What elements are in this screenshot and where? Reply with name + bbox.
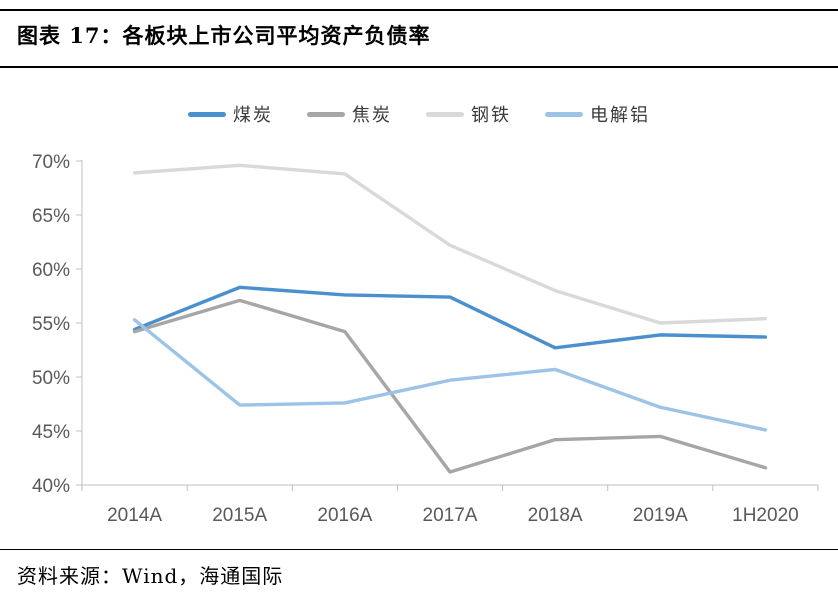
top-divider [0, 9, 838, 11]
title-divider [0, 66, 838, 68]
footer-divider [0, 549, 838, 550]
series-line-coke [132, 298, 768, 474]
y-axis-tick-label: 45% [32, 422, 70, 443]
y-axis-tick-label: 60% [32, 260, 70, 281]
x-axis-tick-label: 2014A [107, 505, 162, 526]
series-line-aluminum [132, 318, 768, 432]
chart-title: 图表 17：各板块上市公司平均资产负债率 [17, 23, 431, 48]
legend-item-coke: 焦炭 [307, 101, 392, 127]
legend-label-coke: 焦炭 [352, 105, 392, 126]
series-line-steel [132, 163, 768, 325]
legend-label-coal: 煤炭 [233, 105, 273, 126]
chart-legend: 煤炭 焦炭 钢铁 电解铝 [0, 101, 838, 127]
legend-swatch-aluminum [545, 111, 583, 117]
x-axis-tick-label: 2018A [528, 505, 583, 526]
y-axis-tick-label: 70% [32, 152, 70, 173]
legend-swatch-coke [307, 111, 345, 117]
line-chart: 40% 45% 50% 55% 60% 65% 70% 2014A 2015A 2016A 2017… [32, 152, 819, 526]
legend-label-steel: 钢铁 [471, 105, 511, 126]
x-axis-tick-label: 2015A [212, 505, 267, 526]
x-axis-tick-label: 2016A [317, 505, 372, 526]
source-note: 资料来源：Wind，海通国际 [17, 564, 284, 588]
y-axis-tick-label: 50% [32, 368, 70, 389]
legend-label-aluminum: 电解铝 [590, 105, 650, 126]
legend-swatch-steel [426, 111, 464, 117]
legend-swatch-coal [188, 111, 226, 117]
x-axis-tick-label: 2019A [633, 505, 688, 526]
x-axis-tick-label: 2017A [423, 505, 478, 526]
series-line-coal [132, 285, 768, 350]
y-axis-tick-label: 40% [32, 476, 70, 497]
y-axis-tick-label: 55% [32, 314, 70, 335]
legend-item-aluminum: 电解铝 [545, 101, 650, 127]
legend-item-steel: 钢铁 [426, 101, 511, 127]
y-axis-tick-label: 65% [32, 206, 70, 227]
legend-item-coal: 煤炭 [188, 101, 273, 127]
x-axis-tick-label: 1H2020 [732, 505, 799, 526]
